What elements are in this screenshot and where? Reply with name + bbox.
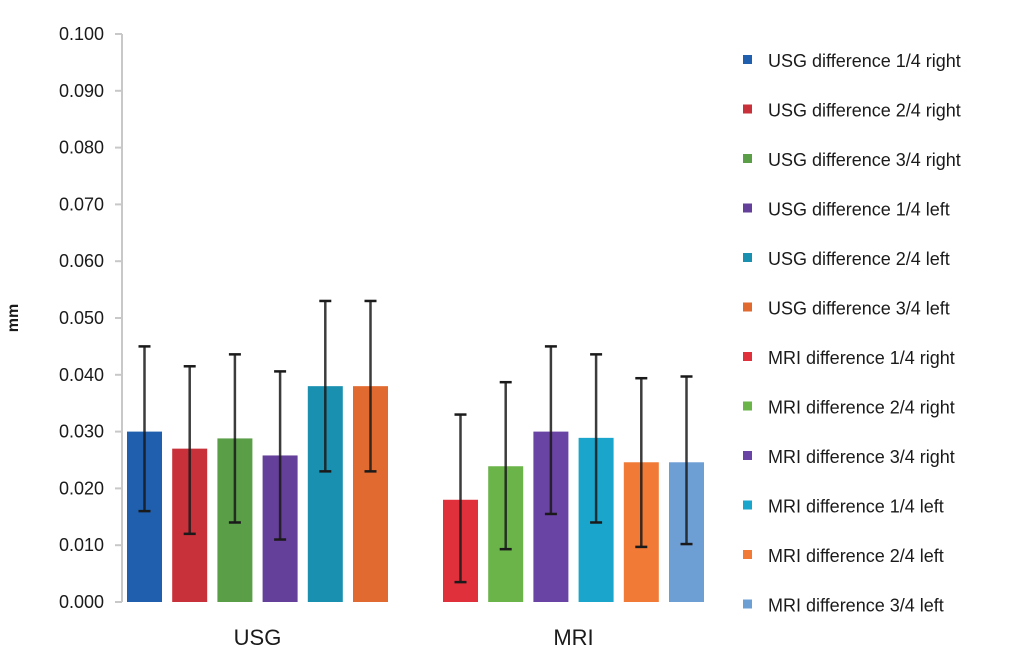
y-tick-label: 0.020 xyxy=(59,478,104,498)
legend-swatch xyxy=(743,154,752,163)
legend-label: USG difference 1/4 right xyxy=(768,51,961,71)
y-tick-label: 0.090 xyxy=(59,81,104,101)
legend-label: USG difference 3/4 left xyxy=(768,299,950,319)
y-tick-label: 0.050 xyxy=(59,308,104,328)
category-labels: USG MRI xyxy=(234,625,594,650)
legend-swatch xyxy=(743,302,752,312)
legend-label: MRI difference 3/4 left xyxy=(768,596,944,616)
legend-label: USG difference 2/4 right xyxy=(768,101,961,121)
legend-item: USG difference 3/4 left xyxy=(743,299,950,319)
y-tick-label: 0.000 xyxy=(59,592,104,612)
legend-label: MRI difference 2/4 right xyxy=(768,398,955,418)
bar-group-mri xyxy=(443,345,704,602)
legend-item: MRI difference 3/4 right xyxy=(743,447,955,467)
legend-label: MRI difference 1/4 right xyxy=(768,348,955,368)
legend-item: MRI difference 3/4 left xyxy=(743,596,944,616)
y-tick-label: 0.080 xyxy=(59,138,104,158)
legend-swatch xyxy=(743,550,752,559)
y-tick-label: 0.040 xyxy=(59,365,104,385)
bar-group-usg xyxy=(127,299,388,602)
legend-swatch xyxy=(743,599,752,609)
legend-swatch xyxy=(743,500,752,510)
legend-swatch xyxy=(743,253,752,262)
legend-item: MRI difference 1/4 left xyxy=(743,497,944,517)
legend-label: MRI difference 2/4 left xyxy=(768,546,944,566)
legend-item: MRI difference 2/4 left xyxy=(743,546,944,566)
legend-swatch xyxy=(743,203,752,213)
y-tick-label: 0.030 xyxy=(59,422,104,442)
legend-label: USG difference 1/4 left xyxy=(768,200,950,220)
category-label: USG xyxy=(234,625,282,650)
legend-item: USG difference 1/4 right xyxy=(743,51,961,71)
legend-swatch xyxy=(743,104,752,114)
bars xyxy=(127,299,704,602)
legend: USG difference 1/4 right USG difference 2… xyxy=(743,51,961,616)
legend-swatch xyxy=(743,451,752,460)
y-tick-label: 0.010 xyxy=(59,535,104,555)
legend-swatch xyxy=(743,352,752,361)
y-tick-label: 0.070 xyxy=(59,194,104,214)
y-tick-label: 0.100 xyxy=(59,24,104,44)
legend-item: USG difference 2/4 left xyxy=(743,249,950,269)
legend-item: MRI difference 2/4 right xyxy=(743,398,955,418)
legend-item: USG difference 2/4 right xyxy=(743,101,961,121)
y-axis: 0.000 0.010 0.020 0.030 0.040 0.050 0.060 0.070… xyxy=(59,24,123,612)
legend-swatch xyxy=(743,401,752,411)
legend-label: USG difference 3/4 right xyxy=(768,150,961,170)
legend-label: MRI difference 1/4 left xyxy=(768,497,944,517)
category-label: MRI xyxy=(553,625,593,650)
legend-label: MRI difference 3/4 right xyxy=(768,447,955,467)
y-axis-title: mm xyxy=(5,304,22,332)
legend-item: MRI difference 1/4 right xyxy=(743,348,955,368)
legend-item: USG difference 1/4 left xyxy=(743,200,950,220)
legend-label: USG difference 2/4 left xyxy=(768,249,950,269)
y-tick-label: 0.060 xyxy=(59,251,104,271)
legend-item: USG difference 3/4 right xyxy=(743,150,961,170)
legend-swatch xyxy=(743,55,752,64)
